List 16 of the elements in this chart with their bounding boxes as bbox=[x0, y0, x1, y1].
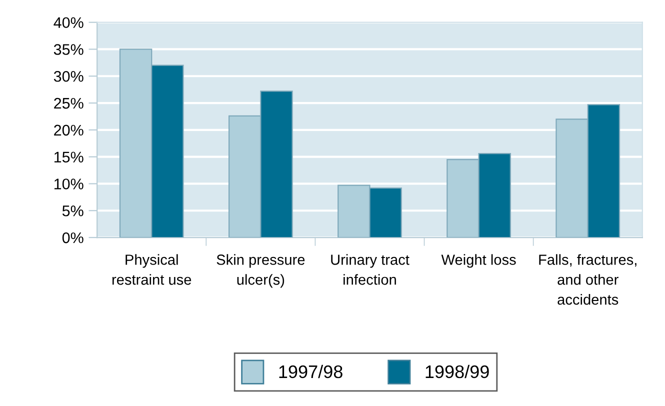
x-tick-label: Urinary tract infection bbox=[331, 254, 410, 285]
y-tick-label: 10% bbox=[54, 178, 84, 190]
y-tick-label: 40% bbox=[54, 17, 84, 28]
x-tick-label: Physical restraint use bbox=[112, 254, 192, 285]
x-tick-label: Weight loss bbox=[441, 254, 516, 268]
y-tick-label: 30% bbox=[54, 70, 84, 82]
legend-label: 1998/99 bbox=[426, 364, 489, 378]
y-tick-label: 35% bbox=[54, 44, 84, 55]
y-tick-label: 0% bbox=[62, 232, 84, 244]
y-tick-label: 25% bbox=[54, 98, 84, 109]
y-tick-label: 5% bbox=[62, 206, 84, 216]
y-tick-label: 15% bbox=[54, 152, 84, 163]
x-tick-label: Falls, fractures, and other accidents bbox=[539, 254, 636, 305]
x-tick-label: Skin pressure ulcer(s) bbox=[216, 254, 305, 288]
legend-label: 1997/98 bbox=[279, 364, 342, 378]
y-tick-label: 20% bbox=[54, 124, 84, 136]
